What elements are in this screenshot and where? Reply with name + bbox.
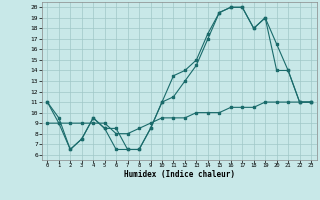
X-axis label: Humidex (Indice chaleur): Humidex (Indice chaleur) — [124, 170, 235, 179]
